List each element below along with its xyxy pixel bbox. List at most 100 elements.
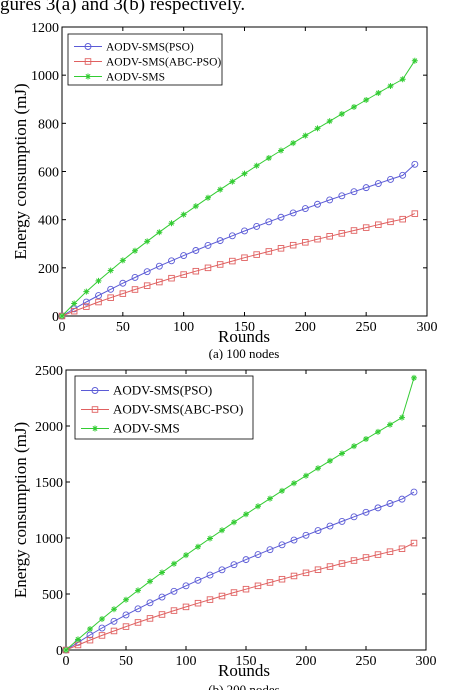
x-tick-label: 300 [417, 320, 438, 335]
data-point-star [135, 587, 141, 594]
chart-a-100-nodes: 0 50 100 150 200 250 300 0 200 400 600 800 1000 1200 A… [11, 21, 438, 360]
data-point-circle [362, 184, 370, 192]
data-point-circle [95, 292, 102, 299]
x-tick-label: 250 [356, 320, 377, 335]
data-point-star [351, 103, 357, 110]
x-tick-label: 150 [236, 654, 257, 669]
data-point-star [255, 503, 261, 510]
data-point-square [119, 290, 127, 297]
data-point-star [375, 428, 381, 435]
data-point-star [411, 57, 418, 64]
data-point-square [350, 227, 358, 234]
data-point-circle [350, 513, 358, 521]
data-point-star [327, 457, 333, 464]
x-tick-label: 100 [173, 320, 194, 335]
data-point-circle [289, 209, 297, 217]
data-point-square [86, 636, 94, 644]
data-point-star [207, 535, 213, 542]
x-tick-label: 0 [63, 654, 70, 669]
data-point-circle [230, 561, 238, 569]
data-point-circle [326, 196, 334, 204]
data-point-square [290, 572, 298, 580]
data-point-circle [278, 541, 286, 549]
data-point-square [253, 251, 260, 258]
legend-label: AODV-SMS(ABC-PSO) [113, 402, 243, 417]
data-point-square [131, 286, 139, 293]
data-point-square [338, 560, 346, 567]
data-point-star [339, 450, 345, 457]
data-point-circle [158, 593, 166, 601]
data-point-star [192, 203, 199, 210]
series-line-circle [61, 163, 416, 317]
y-tick-label: 600 [38, 166, 59, 181]
x-tick-label: 100 [176, 654, 197, 669]
data-point-star [71, 300, 78, 307]
data-point-circle [338, 192, 346, 200]
legend-marker-circle [91, 387, 99, 394]
data-point-star [195, 543, 201, 550]
data-point-star [63, 647, 69, 653]
data-point-star [253, 162, 260, 169]
data-point-square [265, 248, 273, 255]
data-point-square [326, 233, 333, 240]
data-point-circle [387, 175, 394, 183]
data-point-square [314, 235, 321, 243]
data-point-circle [265, 218, 273, 226]
data-point-circle [204, 241, 212, 249]
data-point-circle [314, 527, 322, 535]
data-point-square [398, 545, 406, 553]
data-point-square [278, 575, 286, 583]
data-point-square [350, 557, 358, 564]
data-point-star [123, 596, 129, 603]
data-point-star [229, 178, 236, 185]
data-point-star [302, 132, 309, 139]
data-point-star [205, 194, 211, 201]
data-point-circle [362, 508, 370, 516]
page-header-text: gures 3(a) and 3(b) respectively. [0, 0, 246, 15]
data-point-star [363, 435, 369, 442]
data-point-square [192, 267, 200, 275]
data-point-square [410, 539, 418, 547]
data-point-square [386, 548, 394, 555]
data-point-star [351, 443, 357, 450]
data-point-star [83, 288, 90, 295]
data-point-circle [134, 605, 142, 613]
y-tick-label: 400 [38, 214, 59, 229]
legend-label: AODV-SMS(PSO) [113, 383, 212, 398]
data-point-circle [314, 200, 321, 208]
data-point-circle [228, 232, 236, 240]
data-point-circle [290, 536, 298, 544]
data-point-square [83, 303, 90, 310]
data-point-circle [241, 227, 248, 235]
data-point-circle [301, 205, 309, 213]
data-point-square [266, 579, 274, 586]
data-point-star [399, 76, 406, 83]
data-point-square [134, 619, 142, 626]
data-point-star [119, 257, 126, 264]
series-line-star [61, 60, 416, 317]
data-point-star [375, 89, 382, 96]
data-point-square [411, 210, 419, 217]
data-point-star [411, 374, 417, 381]
x-tick-label: 50 [116, 320, 130, 335]
data-point-circle [143, 268, 151, 276]
data-point-square [182, 603, 190, 611]
legend-marker-square [84, 58, 92, 65]
data-point-star [363, 96, 370, 103]
data-point-circle [82, 298, 90, 306]
data-point-circle [254, 551, 262, 559]
data-point-square [98, 632, 106, 639]
figure-caption: (a) 100 nodes [209, 346, 280, 360]
data-point-circle [180, 252, 188, 260]
data-point-circle [119, 279, 127, 287]
y-tick-label: 2500 [35, 364, 63, 379]
data-point-star [111, 606, 117, 613]
data-point-circle [266, 546, 274, 554]
y-tick-label: 200 [38, 262, 59, 277]
data-point-star [267, 495, 273, 502]
data-point-square [107, 294, 114, 301]
legend-label: AODV-SMS [106, 72, 165, 84]
data-point-square [156, 278, 163, 286]
data-point-square [95, 298, 102, 306]
legend-marker-circle [84, 43, 92, 50]
